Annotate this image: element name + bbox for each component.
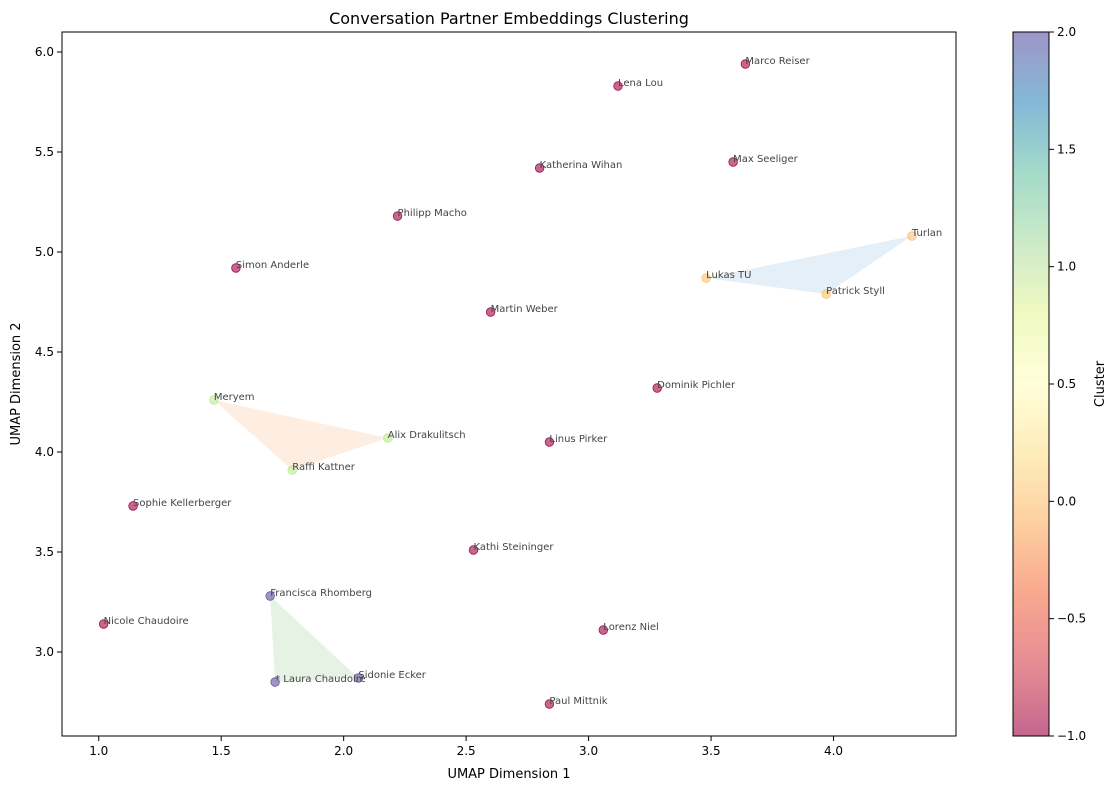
cluster-hull-2 (270, 596, 359, 682)
point-label: Katherina Wihan (540, 160, 623, 171)
data-point (701, 273, 711, 283)
data-point (98, 619, 109, 629)
y-axis-label: UMAP Dimension 2 (9, 322, 24, 445)
y-tick-label: 4.5 (35, 345, 54, 359)
point-label: Dominik Pichler (657, 380, 736, 391)
point-label: Raffi Kattner (292, 462, 356, 473)
x-tick-label: 1.0 (89, 744, 108, 758)
point-label: Lena Lou (618, 78, 663, 89)
point-label: Sidonie Ecker (358, 670, 426, 681)
data-point (534, 163, 545, 173)
y-tick-label: 5.0 (35, 245, 54, 259)
point-label: Alix Drakulitsch (388, 430, 466, 441)
y-tick-label: 4.0 (35, 445, 54, 459)
point-label: Martin Weber (491, 304, 559, 315)
colorbar-tick-label: 0.0 (1057, 494, 1076, 508)
x-tick-label: 2.0 (334, 744, 353, 758)
point-label: Lorenz Niel (603, 622, 659, 633)
colorbar-tick-label: 1.5 (1057, 142, 1076, 156)
data-point (383, 433, 393, 443)
data-point (907, 231, 917, 241)
data-point (392, 211, 403, 221)
chart-title: Conversation Partner Embeddings Clusteri… (329, 9, 689, 28)
point-label: Meryem (214, 392, 255, 403)
y-tick-label: 5.5 (35, 145, 54, 159)
point-label: Paul Mittnik (549, 696, 607, 707)
x-tick-label: 3.0 (579, 744, 598, 758)
data-points (98, 59, 917, 709)
y-tick-label: 3.5 (35, 545, 54, 559)
data-point (598, 625, 608, 635)
point-label: Simon Anderle (236, 260, 309, 271)
point-label: Patrick Styll (826, 286, 885, 297)
data-point (613, 81, 623, 91)
data-point (485, 307, 496, 317)
cluster-hull-0 (706, 236, 912, 294)
point-label: Lukas TU (706, 270, 751, 281)
point-label: Nicole Chaudoire (104, 616, 189, 627)
data-point (544, 437, 555, 447)
point-label: Turlan (911, 228, 942, 239)
data-point (468, 545, 479, 555)
point-label: Max Seeliger (733, 154, 799, 165)
y-tick-label: 6.0 (35, 45, 54, 59)
colorbar (1012, 31, 1050, 737)
data-point (128, 501, 138, 511)
data-point (353, 673, 364, 683)
colorbar-tick-label: 1.0 (1057, 260, 1076, 274)
point-label: Philipp Macho (398, 208, 467, 219)
point-label: * Laura Chaudoire (275, 674, 366, 685)
x-tick-label: 2.5 (457, 744, 476, 758)
data-point (652, 383, 662, 393)
point-label: Sophie Kellerberger (133, 498, 232, 509)
cluster-hulls (213, 236, 912, 682)
x-tick-label: 4.0 (824, 744, 843, 758)
point-label: Francisca Rhomberg (270, 588, 372, 599)
data-point (209, 395, 219, 405)
data-point (270, 677, 280, 687)
x-tick-label: 3.5 (702, 744, 721, 758)
data-point (231, 263, 241, 273)
point-labels: Marco Reiser Lena Lou Katherina Wihan Max S… (104, 56, 943, 707)
data-point (728, 157, 738, 167)
x-axis-label: UMAP Dimension 1 (447, 767, 570, 782)
colorbar-tick-label: 0.5 (1057, 377, 1076, 391)
x-tick-label: 1.5 (212, 744, 231, 758)
y-axis-ticks: 3.0 3.5 4.0 4.5 5.0 5.5 6.0 (35, 45, 62, 659)
cluster-hull-1 (213, 400, 388, 470)
colorbar-ticks: −1.0 −0.5 0.0 0.5 1.0 1.5 2.0 (1049, 25, 1086, 743)
y-tick-label: 3.0 (35, 645, 54, 659)
point-label: Kathi Steininger (473, 542, 554, 553)
data-point (265, 591, 275, 601)
data-point (287, 465, 297, 475)
data-point (740, 59, 751, 69)
colorbar-tick-label: 2.0 (1057, 25, 1076, 39)
x-axis-ticks: 1.0 1.5 2.0 2.5 3.0 3.5 4.0 (89, 736, 843, 758)
data-point (544, 699, 555, 709)
colorbar-label: Cluster (1093, 360, 1108, 407)
colorbar-tick-label: −0.5 (1057, 612, 1086, 626)
data-point (821, 289, 831, 299)
plot-frame (61, 31, 957, 737)
point-label: Linus Pirker (549, 434, 608, 445)
colorbar-tick-label: −1.0 (1057, 729, 1086, 743)
point-label: Marco Reiser (745, 56, 810, 67)
